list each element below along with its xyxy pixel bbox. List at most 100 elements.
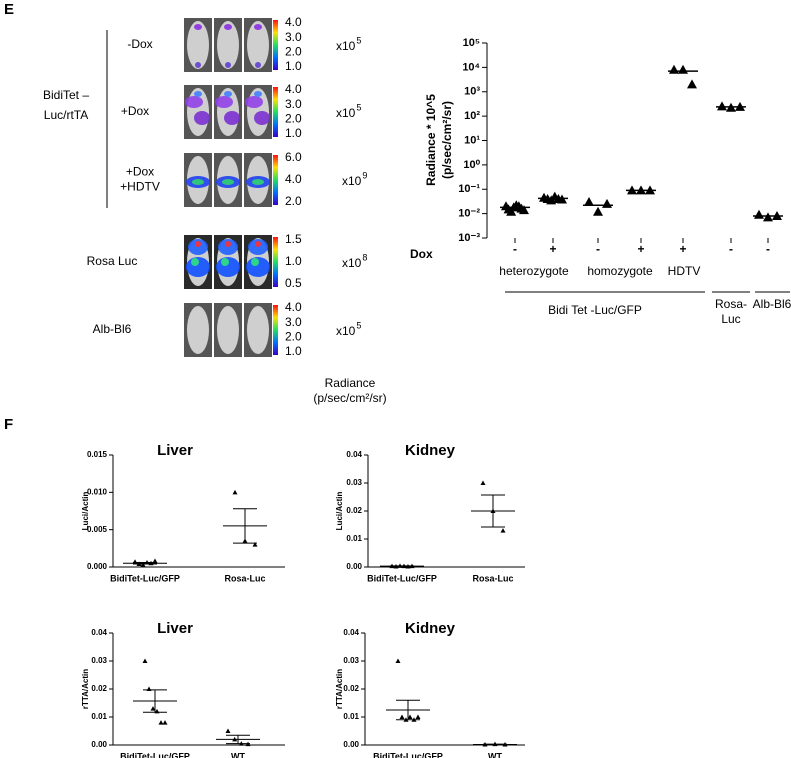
panel-label: F <box>4 416 13 433</box>
y-tick-label: 0.00 <box>346 562 362 571</box>
y-tick-label: 0.010 <box>87 487 108 496</box>
data-point <box>669 64 679 74</box>
condition-label: -Dox <box>127 37 152 51</box>
data-point <box>584 196 594 206</box>
scale-label: 1.0 <box>285 126 302 140</box>
signal <box>215 96 233 108</box>
data-point <box>252 542 258 547</box>
signal <box>194 91 202 97</box>
x-tick-label: + <box>679 242 686 256</box>
data-point <box>232 489 238 495</box>
data-point <box>225 728 231 733</box>
signal <box>254 111 270 125</box>
scale-label: 4.0 <box>285 82 302 96</box>
mouse-body <box>247 306 269 354</box>
signal <box>225 62 231 68</box>
mouse-body <box>187 306 209 354</box>
signal <box>194 111 210 125</box>
x-tick-label: Rosa-Luc <box>472 573 513 583</box>
signal <box>185 96 203 108</box>
data-point <box>150 706 156 711</box>
panel-label: E <box>4 1 14 18</box>
signal <box>224 111 240 125</box>
y-tick-label: 0.04 <box>91 628 107 637</box>
scale-multiplier: x10 <box>336 324 356 338</box>
x-tick-label: BidiTet-Luc/GFP <box>120 751 190 758</box>
data-point <box>395 658 401 663</box>
y-tick-label: 0.00 <box>91 740 107 749</box>
scale-label: 2.0 <box>285 330 302 344</box>
y-tick-label: 0.03 <box>343 656 359 665</box>
x-tick-label: Rosa-Luc <box>224 573 265 583</box>
group-label: homozygote <box>587 264 653 278</box>
y-axis-label: Luci/Actin <box>335 492 344 531</box>
y-tick-label: 10⁰ <box>463 159 480 171</box>
group-label: HDTV <box>668 264 701 278</box>
condition-label: Alb-Bl6 <box>93 322 132 336</box>
color-bar <box>273 237 278 287</box>
y-tick-label: 0.03 <box>91 656 107 665</box>
scale-label: 3.0 <box>285 97 302 111</box>
x-tick-label: - <box>513 242 517 256</box>
data-point <box>602 198 612 208</box>
y-axis-label: rTTA/Actin <box>81 669 90 709</box>
cohort-label: Bidi Tet -Luc/GFP <box>548 303 642 317</box>
data-point <box>678 64 688 74</box>
data-point <box>407 714 413 719</box>
y-axis-label: Luci/Actin <box>81 492 90 531</box>
scale-label: 2.0 <box>285 194 302 208</box>
scale-exponent: 9 <box>362 170 367 180</box>
condition-label: +HDTV <box>120 180 160 194</box>
signal <box>255 62 261 68</box>
signal <box>225 241 231 247</box>
y-tick-label: 10⁴ <box>462 61 480 73</box>
y-tick-label: 10² <box>464 110 480 122</box>
x-tick-label: WT <box>231 751 245 758</box>
scale-exponent: 5 <box>356 320 361 330</box>
signal <box>195 62 201 68</box>
y-tick-label: 10⁵ <box>463 37 480 49</box>
x-tick-label: - <box>729 242 733 256</box>
color-bar <box>273 305 278 355</box>
cohort-label: Luc <box>721 312 740 326</box>
chart-title: Liver <box>157 620 193 637</box>
y-tick-label: 0.015 <box>87 450 108 459</box>
data-point <box>158 720 164 725</box>
scale-label: 1.0 <box>285 59 302 73</box>
radiance-label: Radiance <box>325 376 376 390</box>
signal <box>252 179 264 185</box>
y-tick-label: 10¹ <box>464 134 480 146</box>
y-tick-label: 0.02 <box>343 684 359 693</box>
y-axis-label: rTTA/Actin <box>335 669 344 709</box>
chart-title: Kidney <box>405 442 456 459</box>
data-point <box>480 480 486 485</box>
group-label: BidiTet – <box>43 88 89 102</box>
y-tick-label: 0.005 <box>87 525 108 534</box>
cohort-label: Rosa- <box>715 297 747 311</box>
data-point <box>593 206 603 216</box>
scale-exponent: 5 <box>356 102 361 112</box>
signal <box>255 241 261 247</box>
scale-label: 6.0 <box>285 150 302 164</box>
signal <box>194 24 202 30</box>
x-tick-label: + <box>637 242 644 256</box>
data-point <box>754 209 764 219</box>
chart-title: Kidney <box>405 620 456 637</box>
scale-label: 2.0 <box>285 45 302 59</box>
scale-label: 1.5 <box>285 232 302 246</box>
y-tick-label: 0.01 <box>343 712 359 721</box>
y-tick-label: 10⁻³ <box>458 232 480 244</box>
signal <box>222 179 234 185</box>
x-tick-label: WT <box>488 751 502 758</box>
signal <box>245 96 263 108</box>
data-point <box>763 212 773 222</box>
y-tick-label: 10⁻¹ <box>458 183 480 195</box>
signal <box>221 258 229 266</box>
y-tick-label: 0.01 <box>346 534 362 543</box>
signal <box>254 24 262 30</box>
scale-label: 3.0 <box>285 30 302 44</box>
scale-label: 4.0 <box>285 15 302 29</box>
y-axis-label: Radiance * 10^5 <box>424 94 438 186</box>
data-point <box>152 558 158 564</box>
signal <box>251 258 259 266</box>
